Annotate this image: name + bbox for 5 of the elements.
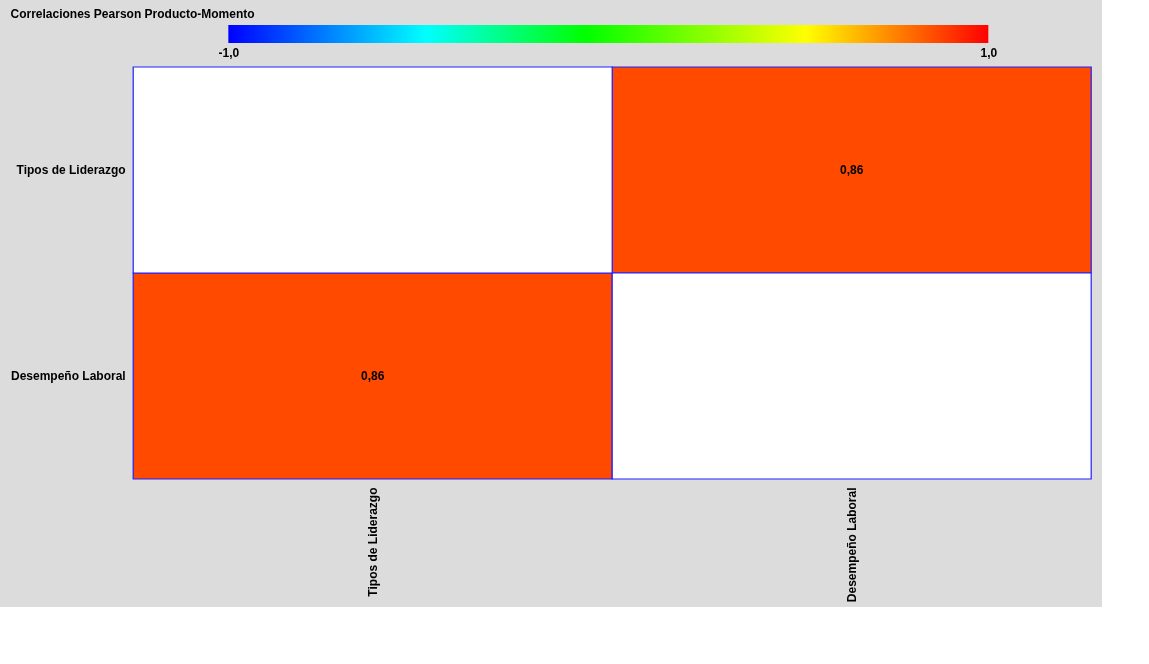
chart-title: Correlaciones Pearson Producto-Momento — [10, 7, 255, 21]
data-label: 0,86 — [840, 163, 864, 177]
color-bar-label: 1,0 — [980, 45, 998, 60]
color-bar-label: -1,0 — [218, 45, 240, 60]
data-label: 0,86 — [361, 369, 385, 383]
